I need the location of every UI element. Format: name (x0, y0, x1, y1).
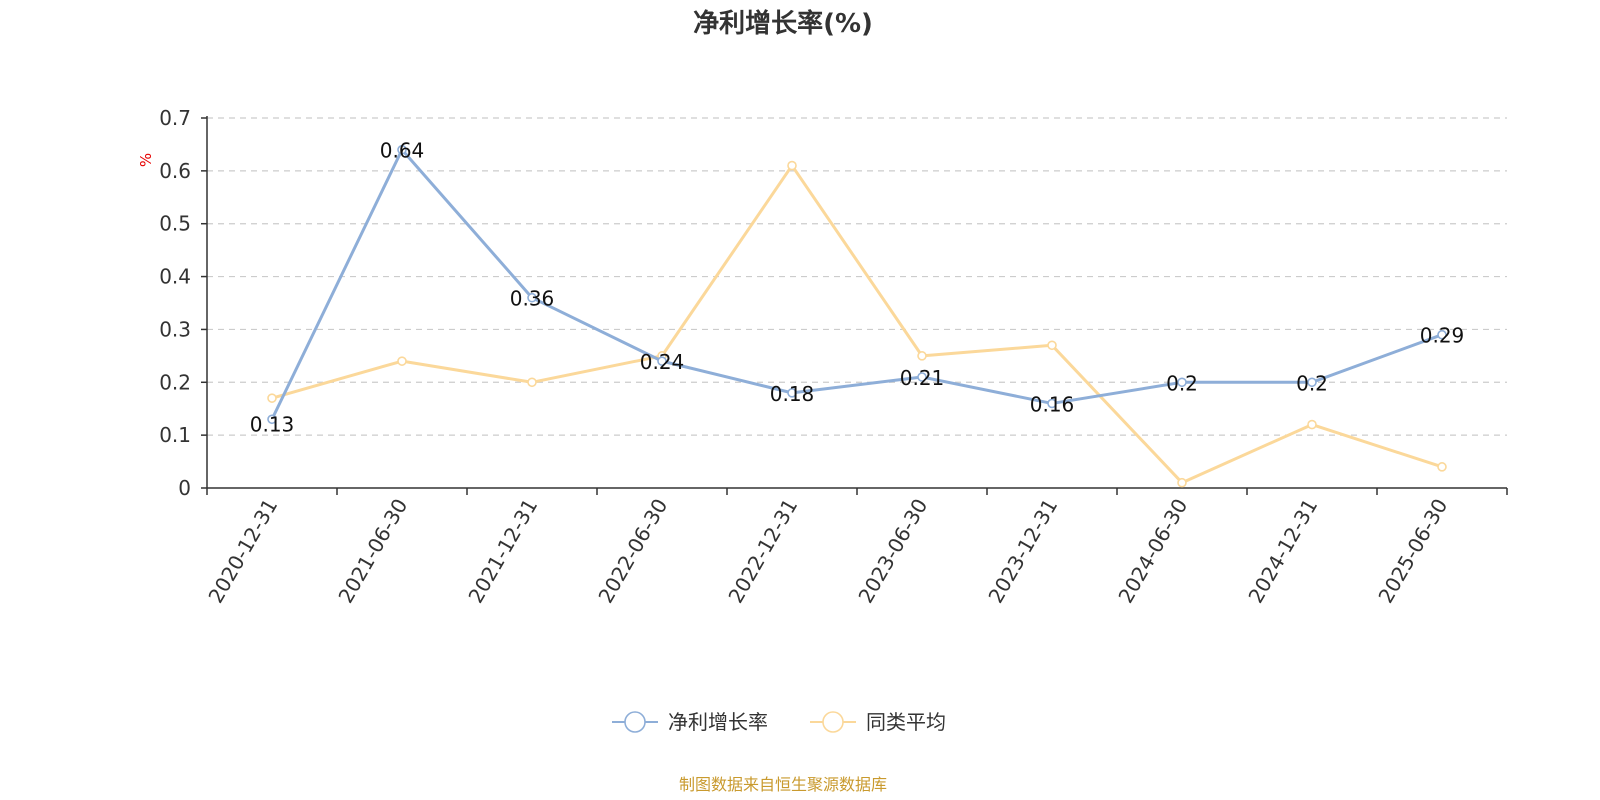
x-tick-label: 2023-06-30 (853, 495, 932, 608)
legend-item[interactable]: 净利增长率 (612, 710, 768, 734)
data-point (917, 351, 927, 361)
x-tick-label: 2020-12-31 (203, 495, 282, 608)
series-line (270, 148, 1443, 420)
data-point (1047, 398, 1057, 409)
data-point (1307, 377, 1317, 388)
x-tick-label: 2021-06-30 (333, 495, 412, 608)
data-label: 0.18 (770, 382, 815, 406)
data-point (397, 356, 407, 366)
y-tick-label: 0.5 (159, 212, 191, 236)
data-point (657, 356, 667, 366)
y-tick-label: 0.2 (159, 370, 191, 394)
x-tick-label: 2025-06-30 (1373, 495, 1452, 608)
x-tick-label: 2022-06-30 (593, 495, 672, 608)
data-point (527, 377, 537, 388)
x-tick-label: 2021-12-31 (463, 495, 542, 608)
data-point (1437, 329, 1447, 340)
legend-item[interactable]: 同类平均 (810, 710, 946, 734)
x-tick-label: 2024-12-31 (1243, 495, 1322, 608)
data-point (1047, 340, 1057, 351)
y-axis-ticks: 0 0.1 0.2 0.3 0.4 0.5 0.6 0.7 (159, 106, 207, 500)
legend-marker (624, 711, 646, 733)
y-tick-label: 0.3 (159, 317, 191, 341)
data-label: 0.21 (900, 366, 945, 390)
data-point (267, 414, 277, 425)
legend-marker (822, 711, 844, 733)
data-label: 0.29 (1420, 324, 1465, 348)
legend-label: 净利增长率 (668, 710, 768, 734)
data-point (1307, 419, 1317, 430)
chart-title: 净利增长率(%) (693, 8, 873, 39)
data-point (1177, 377, 1187, 388)
data-point (1437, 462, 1447, 472)
data-point (917, 372, 927, 382)
y-axis-label: % (137, 153, 155, 167)
x-tick-label: 2024-06-30 (1113, 495, 1192, 608)
y-tick-label: 0.7 (159, 106, 191, 130)
data-point (787, 388, 797, 398)
y-tick-label: 0.4 (159, 265, 191, 289)
data-label: 0.2 (1166, 371, 1198, 395)
data-label: 0.64 (380, 139, 425, 163)
data-label: 0.16 (1030, 392, 1075, 416)
x-axis-ticks: 2020-12-31 2021-06-30 2021-12-31 2022-06-30… (203, 488, 1508, 608)
x-tick-label: 2023-12-31 (983, 495, 1062, 608)
series-layer (267, 144, 1447, 488)
data-label: 0.36 (510, 287, 555, 311)
source-note: 制图数据来自恒生聚源数据库 (679, 775, 887, 794)
legend[interactable]: 净利增长率 同类平均 (612, 710, 946, 734)
data-label: 0.2 (1296, 371, 1328, 395)
series-line (271, 164, 1443, 485)
data-point (787, 160, 797, 171)
legend-label: 同类平均 (866, 710, 946, 734)
axes (206, 116, 1507, 489)
data-point (527, 292, 537, 303)
y-tick-label: 0 (178, 476, 191, 500)
data-labels: 0.13 0.64 0.36 0.24 0.18 0.21 0.16 0.2 0.2 0.29 (250, 139, 1465, 437)
data-label: 0.13 (250, 412, 295, 436)
y-tick-label: 0.1 (159, 423, 191, 447)
data-point (1177, 477, 1187, 488)
data-point (267, 393, 277, 403)
data-point (397, 144, 407, 155)
y-tick-label: 0.6 (159, 159, 191, 183)
x-tick-label: 2022-12-31 (723, 495, 802, 608)
data-label: 0.24 (640, 350, 685, 374)
